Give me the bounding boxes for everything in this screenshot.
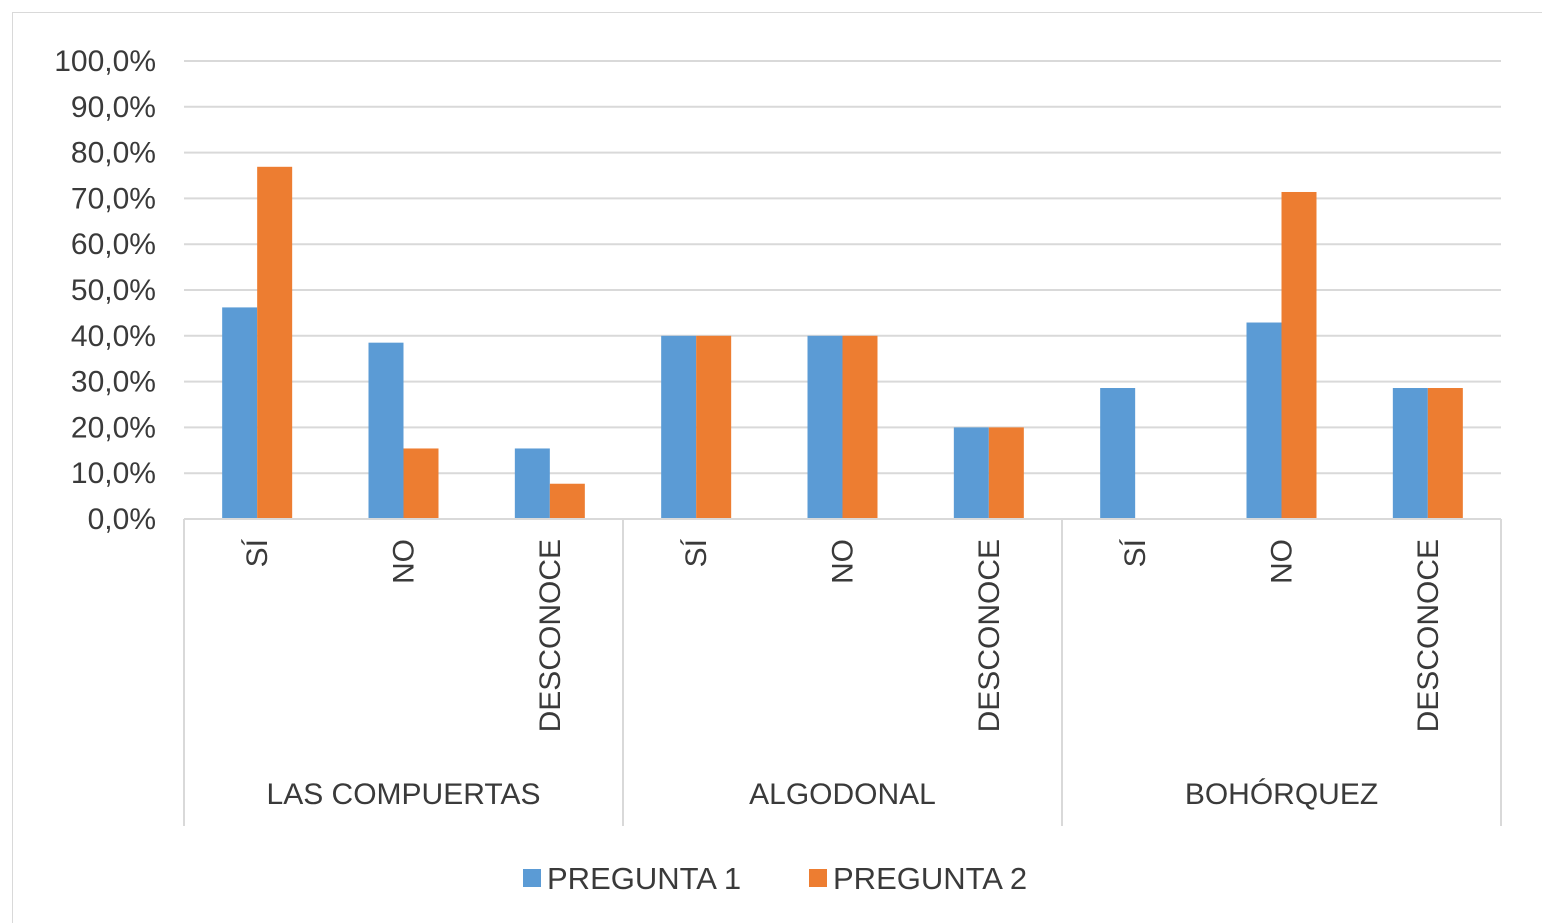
y-tick-label: 60,0%	[71, 228, 156, 261]
bar-pregunta-1	[661, 335, 697, 519]
bar-pregunta-1	[807, 335, 843, 519]
bar-pregunta-2	[696, 335, 732, 519]
legend-swatch	[809, 869, 827, 887]
y-tick-label: 100,0%	[54, 45, 156, 78]
bar-pregunta-2	[257, 166, 293, 519]
category-label: NO	[388, 539, 421, 584]
legend: PREGUNTA 1 PREGUNTA 2	[523, 861, 1027, 896]
category-label: SÍ	[241, 538, 274, 567]
bar-pregunta-2	[988, 427, 1024, 519]
y-tick-label: 80,0%	[71, 137, 156, 170]
legend-swatch	[523, 869, 541, 887]
category-label: SÍ	[680, 538, 713, 567]
group-label: LAS COMPUERTAS	[267, 778, 541, 811]
bar-chart: 0,0% 10,0% 20,0% 30,0% 40,0% 50,0% 60,0% 70,0% 8…	[54, 45, 1502, 896]
chart-container: 0,0% 10,0% 20,0% 30,0% 40,0% 50,0% 60,0% 70,0% 8…	[12, 12, 1542, 923]
y-tick-label: 50,0%	[71, 274, 156, 307]
category-label: DESCONOCE	[534, 539, 567, 732]
category-label: DESCONOCE	[1412, 539, 1445, 732]
y-tick-label: 70,0%	[71, 182, 156, 215]
group-label: BOHÓRQUEZ	[1185, 778, 1378, 811]
category-label: NO	[1266, 539, 1299, 584]
bar-pregunta-1	[1246, 322, 1282, 519]
bar-pregunta-1	[1392, 388, 1428, 519]
bar-pregunta-1	[1100, 388, 1136, 519]
group-label: ALGODONAL	[749, 778, 936, 811]
category-label: NO	[827, 539, 860, 584]
y-tick-label: 0,0%	[88, 503, 156, 536]
bar-pregunta-1	[368, 342, 404, 519]
y-tick-label: 30,0%	[71, 366, 156, 399]
legend-label: PREGUNTA 1	[547, 861, 741, 896]
x-axis: SÍ NO DESCONOCE SÍ NO DESCONOCE SÍ NO DESCONOCE L…	[183, 518, 1502, 826]
bar-pregunta-2	[1281, 191, 1317, 519]
bars	[222, 166, 1463, 519]
category-label: SÍ	[1119, 538, 1152, 567]
category-label: DESCONOCE	[973, 539, 1006, 732]
y-tick-label: 10,0%	[71, 457, 156, 490]
bar-pregunta-2	[549, 483, 585, 519]
legend-label: PREGUNTA 2	[833, 861, 1027, 896]
y-tick-label: 90,0%	[71, 91, 156, 124]
bar-pregunta-2	[842, 335, 878, 519]
y-tick-label: 20,0%	[71, 411, 156, 444]
y-axis: 0,0% 10,0% 20,0% 30,0% 40,0% 50,0% 60,0% 70,0% 8…	[54, 45, 156, 536]
bar-pregunta-1	[514, 448, 550, 519]
bar-pregunta-1	[222, 307, 258, 519]
y-tick-label: 40,0%	[71, 320, 156, 353]
bar-pregunta-2	[1427, 388, 1463, 519]
bar-pregunta-2	[403, 448, 439, 519]
bar-pregunta-1	[953, 427, 989, 519]
